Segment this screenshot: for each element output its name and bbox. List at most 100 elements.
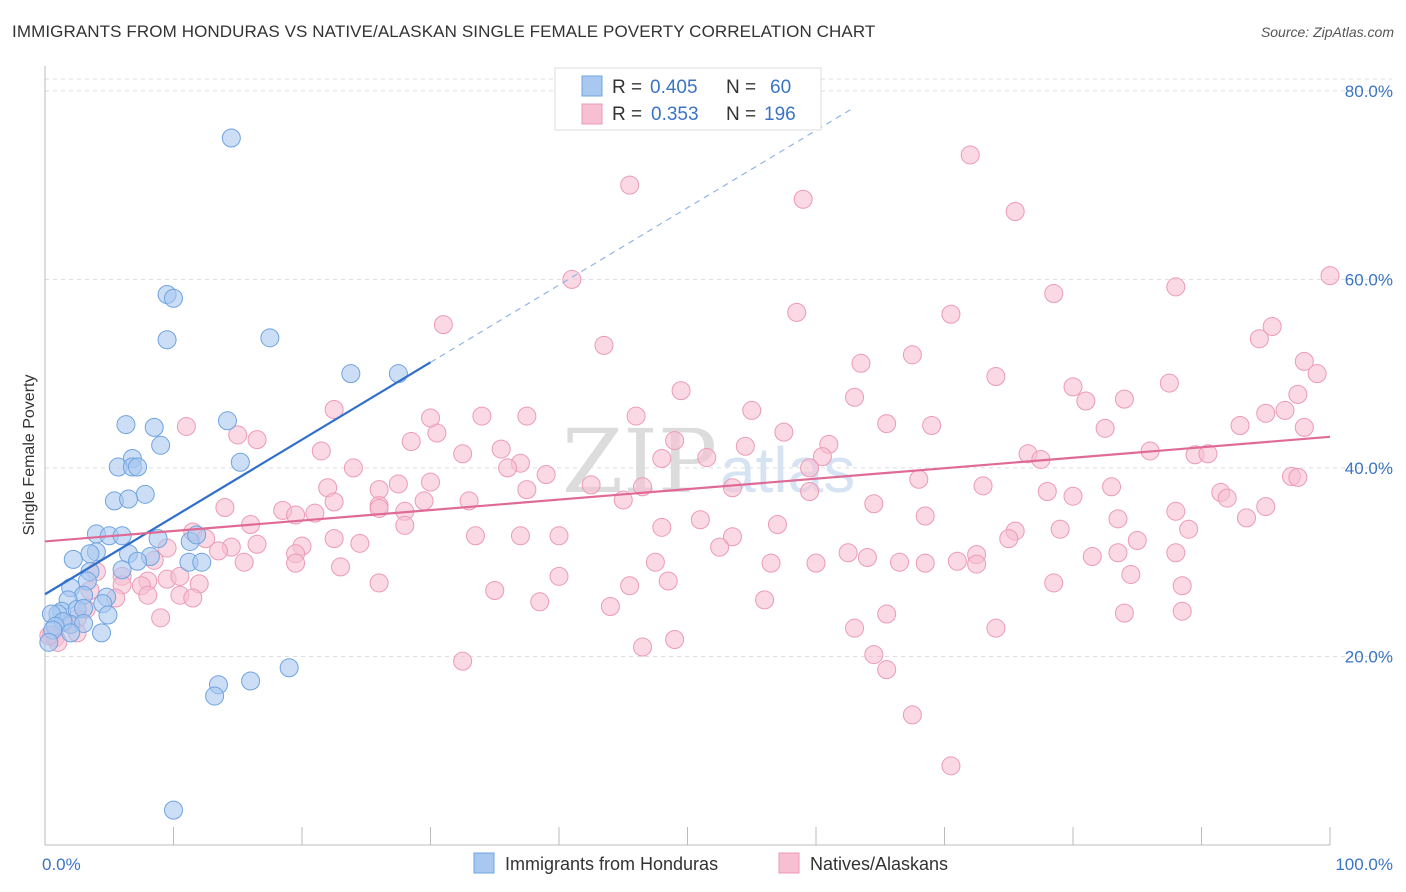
honduras-point [112,560,132,580]
honduras-point [39,632,59,652]
natives-point [1108,509,1128,529]
honduras-point [279,658,299,678]
natives-point [472,406,492,426]
natives-point [1256,403,1276,423]
bottom-legend-label-natives: Natives/Alaskans [810,854,948,874]
natives-point [388,474,408,494]
natives-point [485,580,505,600]
natives-point [491,439,511,459]
legend-r-value-honduras: 0.405 [650,77,698,98]
natives-point [915,506,935,526]
natives-point [735,436,755,456]
natives-point [1127,531,1147,551]
natives-point [1102,477,1122,497]
natives-point [562,269,582,289]
natives-point [864,645,884,665]
honduras-point [230,452,250,472]
natives-point [459,491,479,511]
y-axis-title: Single Female Poverty [21,375,38,536]
natives-point [1198,444,1218,464]
natives-point [767,514,787,534]
natives-point [433,315,453,335]
natives-point [1230,416,1250,436]
natives-point [1159,373,1179,393]
natives-point [909,469,929,489]
honduras-point [98,605,118,625]
natives-point [999,529,1019,549]
natives-point [947,551,967,571]
natives-point [176,416,196,436]
natives-point [1294,417,1314,437]
honduras-point [119,489,139,509]
natives-point [1294,351,1314,371]
natives-point [498,458,518,478]
natives-point [324,492,344,512]
natives-point [1044,573,1064,593]
natives-point [510,526,530,546]
y-tick-label: 60.0% [1345,270,1393,289]
natives-point [286,553,306,573]
honduras-point [205,686,225,706]
natives-point [305,503,325,523]
natives-point [665,629,685,649]
natives-point [877,604,897,624]
honduras-point [144,417,164,437]
natives-point [722,527,742,547]
x-tick-labels: 0.0% 100.0% [42,855,1393,874]
natives-point [1114,603,1134,623]
honduras-trend-line [44,361,432,596]
legend-n-label: N = [726,77,756,98]
natives-point [453,444,473,464]
natives-point [960,145,980,165]
natives-trend-line [44,435,1331,543]
natives-point [208,541,228,561]
natives-point [395,515,415,535]
honduras-point [61,623,81,643]
natives-point [857,547,877,567]
natives-point [1121,564,1141,584]
natives-point [1288,467,1308,487]
natives-point [183,588,203,608]
natives-point [215,498,235,518]
honduras-point [388,364,408,384]
natives-point [1050,519,1070,539]
natives-point [530,592,550,612]
natives-point [645,552,665,572]
natives-point [941,756,961,776]
honduras-point [116,415,136,435]
natives-point [369,573,389,593]
natives-point [401,432,421,452]
natives-point [722,478,742,498]
natives-point [1288,384,1308,404]
natives-point [902,705,922,725]
natives-point [1217,488,1237,508]
natives-point [845,387,865,407]
natives-point [549,526,569,546]
bottom-legend: Immigrants from Honduras Natives/Alaskan… [473,852,948,874]
natives-point [633,477,653,497]
natives-point [800,481,820,501]
natives-point [1076,391,1096,411]
natives-point [581,475,601,495]
y-tick-label: 20.0% [1345,647,1393,666]
honduras-point [80,544,100,564]
legend-r-label: R = [612,104,642,125]
natives-point [343,458,363,478]
honduras-point [135,484,155,504]
y-tick-labels: 20.0% 40.0% 60.0% 80.0% [1345,82,1393,667]
natives-point [671,381,691,401]
natives-point [1320,266,1340,286]
natives-point [697,448,717,468]
natives-point [774,422,794,442]
honduras-point [164,288,183,308]
watermark-zip: ZIP [562,410,717,513]
legend-box: R = 0.405 N = 60 R = 0.353 N = 196 [554,67,822,131]
bottom-legend-swatch-honduras [473,852,495,874]
honduras-point [217,411,237,431]
natives-point [465,526,485,546]
natives-point [877,414,897,434]
legend-swatch-honduras [581,75,603,97]
natives-point [620,576,640,596]
trend-lines [44,106,1331,596]
natives-point [170,566,190,586]
